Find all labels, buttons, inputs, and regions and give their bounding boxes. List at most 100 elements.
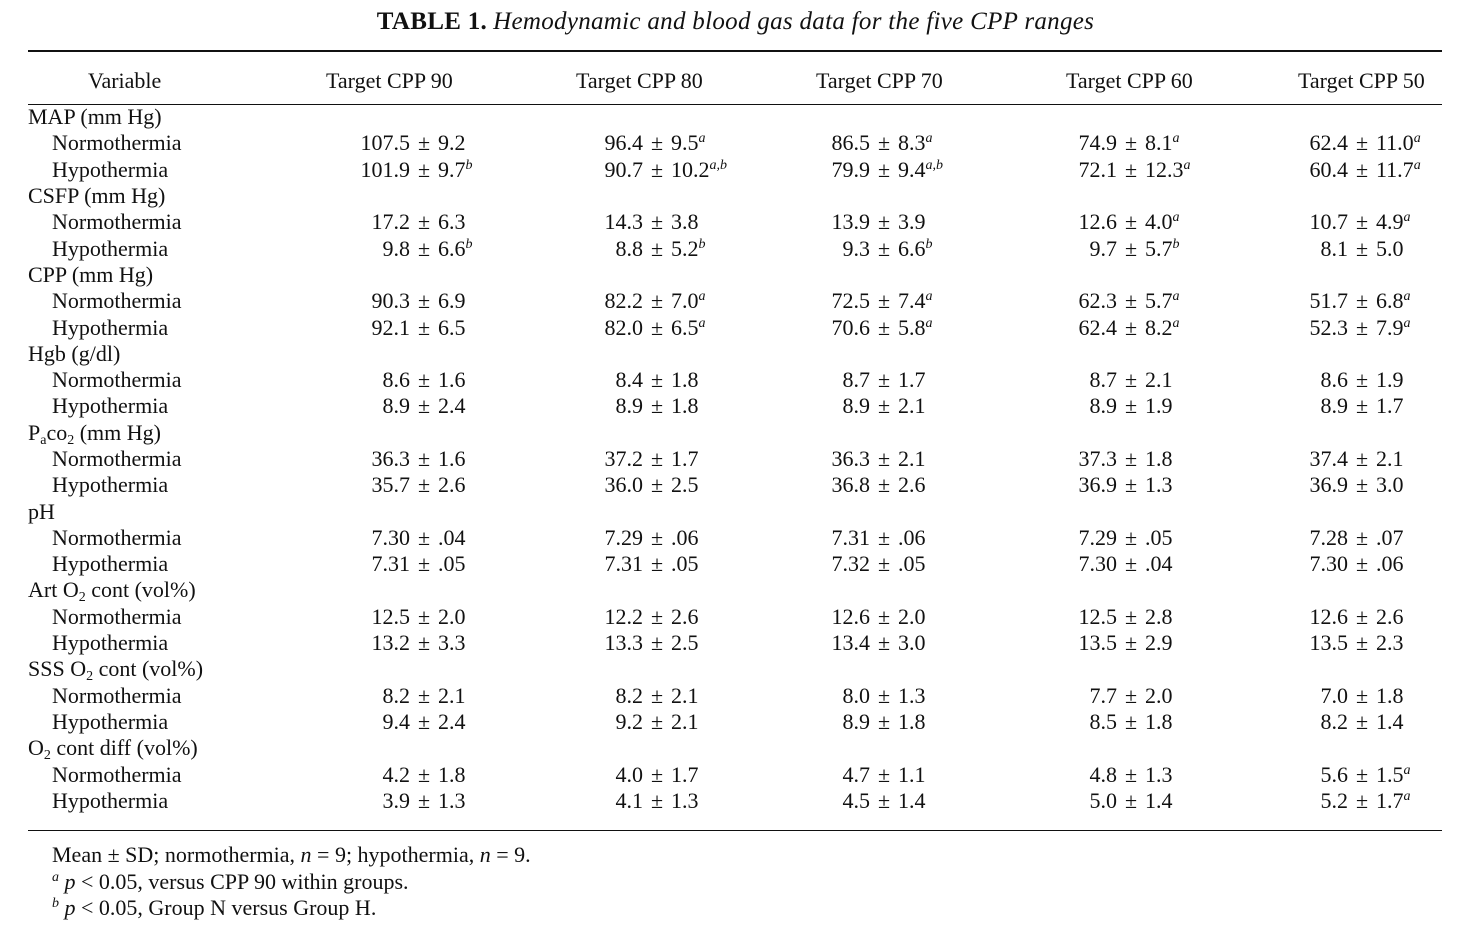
plus-minus-symbol: ± <box>1355 393 1369 419</box>
cell-mean: 8.9 <box>615 393 644 419</box>
group-row: Hgb (g/dl) <box>28 341 1442 367</box>
row-label: Normothermia <box>52 446 182 471</box>
plus-minus-symbol: ± <box>1124 130 1138 156</box>
cell-mean: 82.2 <box>604 288 644 314</box>
table-cell: 4.8 ±1.3 <box>1038 761 1278 787</box>
cell-mean: 8.6 <box>382 367 411 393</box>
table-row: Normothermia 90.3 ±6.9 82.2 ±7.0a 72.5 ±7.4a 62… <box>28 288 1442 314</box>
cell-sd: 1.7 <box>1376 393 1404 419</box>
table-cell: 35.7 ±2.6 <box>298 472 548 498</box>
cell-sd: 5.2b <box>671 236 706 262</box>
group-label-text: Art O <box>28 577 79 603</box>
cell-sd-value: 10.2 <box>671 156 710 182</box>
cell-mean: 7.30 <box>1078 551 1118 577</box>
cell-sd-value: 1.7 <box>898 367 926 393</box>
plus-minus-symbol: ± <box>650 156 664 182</box>
cell-mean: 13.5 <box>1078 630 1118 656</box>
cell-sd-value: 1.1 <box>898 761 926 787</box>
cell-sd-value: 1.8 <box>671 367 699 393</box>
table-cell: 9.8 ±6.6b <box>298 235 548 261</box>
cell-sd: 2.1 <box>438 683 466 709</box>
plus-minus-symbol: ± <box>1355 682 1369 708</box>
group-label-text: SSS O <box>28 656 87 682</box>
column-header: Target CPP 50 <box>1298 68 1425 93</box>
table-cell: 4.5 ±1.4 <box>788 788 1038 814</box>
cell-sd: 2.6 <box>898 472 926 498</box>
table-cell: 8.2 ±2.1 <box>298 683 548 709</box>
footnote-b: b p < 0.05, Group N versus Group H. <box>52 895 531 922</box>
cell-sd: 1.3 <box>898 683 926 709</box>
group-row: O2 cont diff (vol%) <box>28 735 1442 763</box>
cell-sd: 8.1a <box>1145 130 1180 156</box>
cell-mean: 36.3 <box>831 446 871 471</box>
plus-minus-symbol: ± <box>650 393 664 419</box>
cell-mean: 9.3 <box>842 235 871 261</box>
significance-mark: a <box>1172 315 1180 331</box>
table-row: Hypothermia 101.9 ±9.7b 90.7 ±10.2a,b 79.9 ±9.… <box>28 157 1442 183</box>
cell-mean: 12.6 <box>831 603 871 629</box>
significance-mark: b <box>465 236 473 252</box>
plus-minus-symbol: ± <box>1355 235 1369 261</box>
footnote-italic: p <box>64 868 76 894</box>
group-label-text: P <box>28 419 41 445</box>
significance-mark: a <box>1413 157 1421 173</box>
plus-minus-symbol: ± <box>1124 603 1138 629</box>
table-cell: 9.4 ±2.4 <box>298 709 548 735</box>
cell-sd: 3.9 <box>898 209 926 235</box>
table-cell: 36.9 ±1.3 <box>1038 472 1278 498</box>
table-cell: 5.6 ±1.5a <box>1278 761 1442 787</box>
cell-sd: 4.9a <box>1376 209 1411 235</box>
table-cell: 8.4 ±1.8 <box>548 367 788 393</box>
cell-mean: 13.9 <box>831 209 871 235</box>
cell-sd-value: 2.1 <box>898 446 926 471</box>
footnote-text: < 0.05, Group N versus Group H. <box>75 895 377 920</box>
cell-sd: 1.6 <box>438 367 466 393</box>
plus-minus-symbol: ± <box>877 682 891 708</box>
cell-mean: 12.6 <box>1309 603 1349 629</box>
group-label-subscript: 2 <box>78 590 86 606</box>
table-cell: 9.7 ±5.7b <box>1038 235 1278 261</box>
cell-mean: 9.7 <box>1089 235 1118 261</box>
cell-mean: 7.7 <box>1089 682 1118 708</box>
table-cell: 12.5 ±2.8 <box>1038 604 1278 630</box>
cell-mean: 3.9 <box>382 787 411 813</box>
column-header: Target CPP 80 <box>576 68 703 93</box>
plus-minus-symbol: ± <box>1124 446 1138 471</box>
cell-sd-value: 3.0 <box>1376 472 1404 498</box>
significance-mark: a <box>925 315 933 331</box>
plus-minus-symbol: ± <box>650 761 664 787</box>
cell-sd: 1.7 <box>671 446 699 472</box>
cell-sd-value: 3.8 <box>671 209 699 235</box>
cell-sd: 1.1 <box>898 762 926 788</box>
cell-sd: 1.8 <box>1376 683 1404 709</box>
cell-sd-value: 1.3 <box>671 787 699 813</box>
table-cell: 4.7 ±1.1 <box>788 761 1038 787</box>
cell-sd-value: 9.7 <box>438 156 466 182</box>
plus-minus-symbol: ± <box>650 314 664 340</box>
plus-minus-symbol: ± <box>417 708 431 734</box>
row-label: Normothermia <box>52 209 182 235</box>
cell-sd-value: 1.3 <box>438 787 466 813</box>
footnote-italic: n <box>479 842 491 867</box>
row-label: Normothermia <box>52 288 182 314</box>
column-header: Target CPP 70 <box>816 68 943 93</box>
cell-sd: 1.8 <box>1145 709 1173 735</box>
row-label: Normothermia <box>52 130 182 156</box>
cell-sd: 9.4a,b <box>898 157 943 183</box>
cell-mean: 7.30 <box>371 524 411 550</box>
cell-sd: 6.3 <box>438 209 466 235</box>
table-cell: 36.8 ±2.6 <box>788 472 1038 498</box>
plus-minus-symbol: ± <box>1124 682 1138 708</box>
significance-mark: a <box>1403 210 1411 226</box>
cell-mean: 13.5 <box>1309 630 1349 656</box>
cell-mean: 86.5 <box>831 130 871 156</box>
cell-mean: 35.7 <box>371 472 411 498</box>
row-label: Hypothermia <box>52 235 169 261</box>
cell-sd-value: 9.5 <box>671 130 699 156</box>
cell-mean: 7.30 <box>1309 551 1349 577</box>
table-row: Hypothermia 3.9 ±1.3 4.1 ±1.3 4.5 ±1.4 5.0 ±1.4 5… <box>28 788 1442 814</box>
cell-sd-value: 8.1 <box>1145 130 1173 156</box>
footnote-mark: b <box>52 896 59 911</box>
plus-minus-symbol: ± <box>877 787 891 813</box>
table-cell: 17.2 ±6.3 <box>298 209 548 235</box>
